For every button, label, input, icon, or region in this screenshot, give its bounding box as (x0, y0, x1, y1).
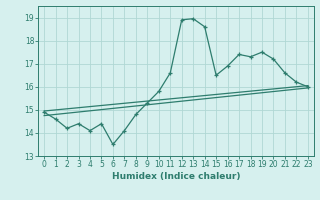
X-axis label: Humidex (Indice chaleur): Humidex (Indice chaleur) (112, 172, 240, 181)
